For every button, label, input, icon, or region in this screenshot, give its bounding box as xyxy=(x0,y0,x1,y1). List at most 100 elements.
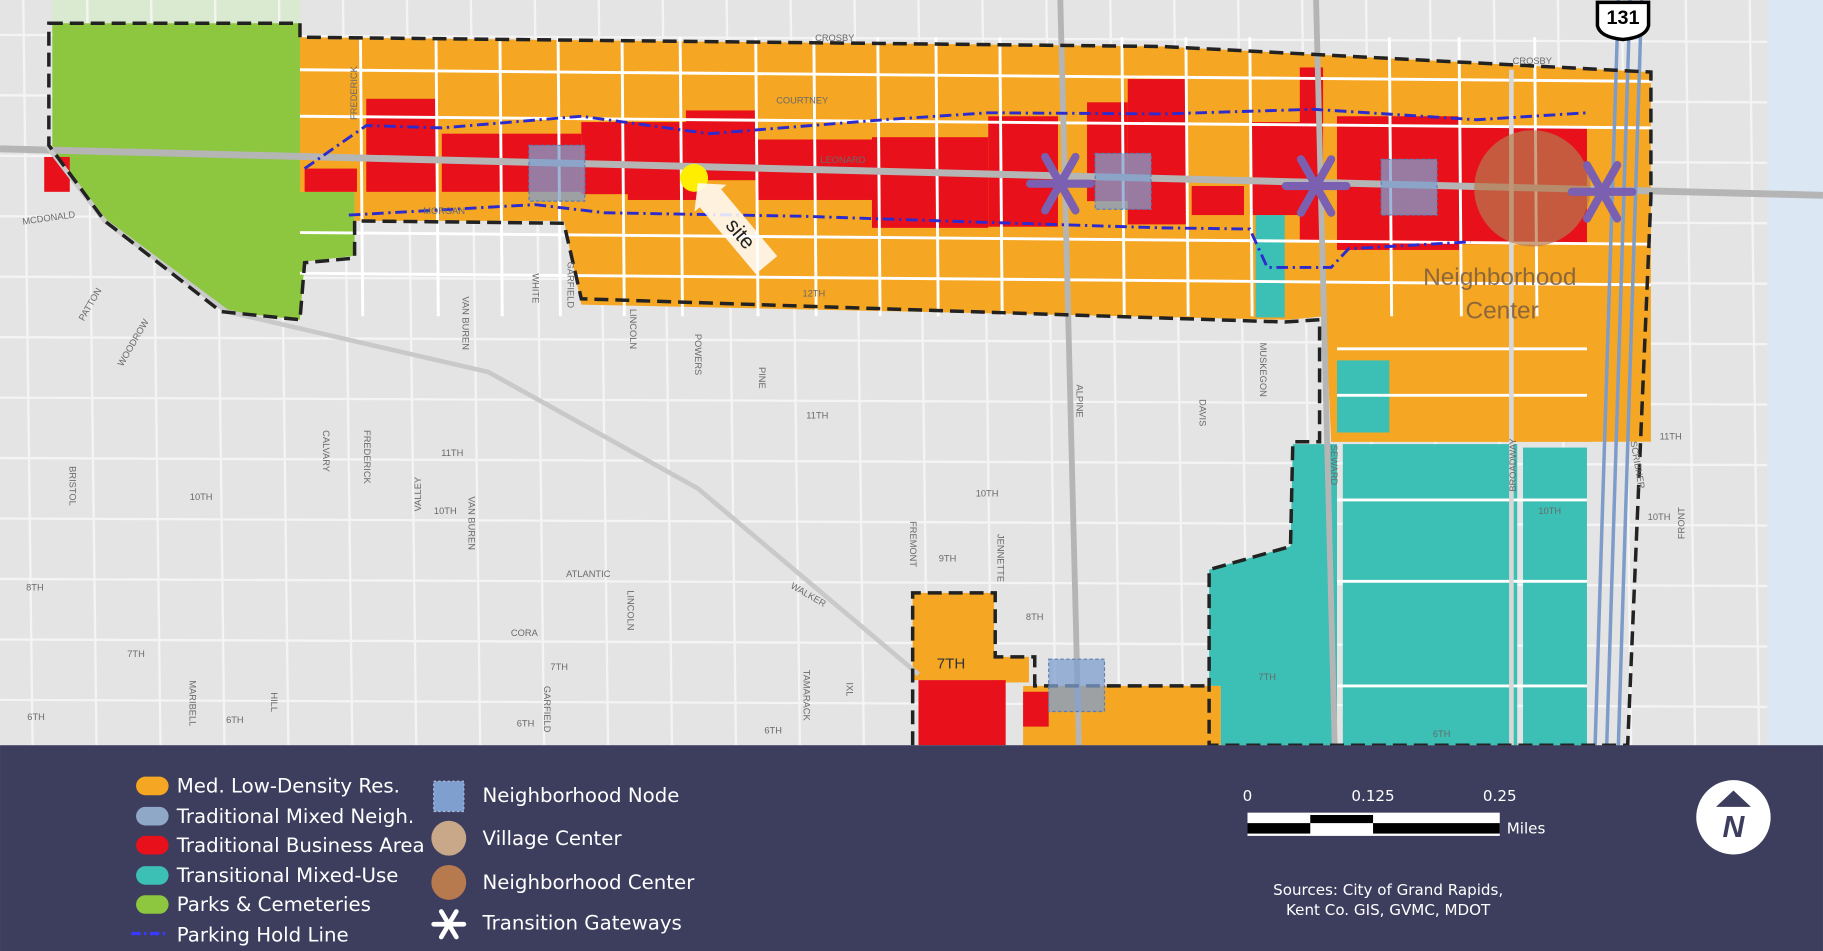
business-zone xyxy=(1191,186,1245,216)
gateways xyxy=(1026,152,1637,223)
street-label: GARFIELD xyxy=(565,262,575,309)
scale-bar-segment xyxy=(1373,823,1500,834)
main-road xyxy=(1313,0,1338,746)
scale-label: 0 xyxy=(1243,787,1253,805)
block-street xyxy=(812,37,818,317)
block-street xyxy=(299,114,1651,130)
street-label: VAN BUREN xyxy=(461,296,471,350)
street-label: ALPINE xyxy=(1074,385,1084,418)
center-label: Neighborhood xyxy=(1423,264,1576,291)
scale-bar xyxy=(1247,812,1500,836)
street-label: BRISTOL xyxy=(68,466,78,506)
highway-lane xyxy=(1593,0,1621,746)
legend-label: Neighborhood Center xyxy=(483,871,696,894)
street-label: WHITE xyxy=(530,273,540,303)
business-zone xyxy=(304,168,357,192)
legend-label: Neighborhood Node xyxy=(483,784,680,807)
scale-unit: Miles xyxy=(1507,819,1546,837)
gateway-stroke xyxy=(1296,155,1336,217)
block-street xyxy=(299,271,1651,287)
study-boundary xyxy=(910,591,1210,746)
street-label: 11TH xyxy=(1660,432,1682,442)
street-label: 7TH xyxy=(550,662,568,672)
block-street xyxy=(934,37,940,317)
north-label: N xyxy=(1723,811,1746,844)
business-zone xyxy=(366,98,436,192)
business-zone xyxy=(44,156,70,192)
business-zone xyxy=(1249,122,1308,216)
street-label: 7TH xyxy=(127,649,145,659)
legend-label: Village Center xyxy=(483,827,623,850)
river xyxy=(1767,0,1823,746)
block-street xyxy=(299,68,1651,83)
street-label: 8TH xyxy=(1026,612,1044,622)
sources: Sources: City of Grand Rapids, xyxy=(1273,881,1503,899)
street-label: CALVARY xyxy=(321,430,331,472)
street-label: COURTNEY xyxy=(776,96,828,106)
legend-swatch xyxy=(433,780,465,813)
transition-gateway xyxy=(1281,155,1351,217)
block-street xyxy=(876,37,882,317)
street-label: 8TH xyxy=(26,583,44,593)
street-label: MORGAN xyxy=(423,206,465,216)
park-edge xyxy=(52,0,300,26)
neighborhood-node xyxy=(1048,658,1106,713)
street-label: GARFIELD xyxy=(542,686,552,733)
legend-swatch xyxy=(431,909,467,940)
legend-swatches xyxy=(131,776,467,940)
block-streets xyxy=(299,37,1651,688)
shield-shape xyxy=(1595,0,1651,42)
legend-swatch xyxy=(136,835,169,855)
gateway-stroke xyxy=(438,909,459,940)
block-street xyxy=(299,231,1651,246)
sources: Kent Co. GIS, GVMC, MDOT xyxy=(1286,901,1491,919)
block-street xyxy=(498,37,504,317)
north-circle xyxy=(1696,780,1771,855)
street-label: 11TH xyxy=(441,448,463,458)
street-label: BROADWAY xyxy=(1508,438,1518,491)
street-label: LEONARD xyxy=(820,155,865,165)
street-label: 9TH xyxy=(939,554,957,564)
street-label: CROSBY xyxy=(815,33,854,43)
legend-label: Parks & Cemeteries xyxy=(177,893,371,916)
legend-label: Transitional Mixed-Use xyxy=(176,864,399,887)
street-label: FREDERICK xyxy=(362,430,372,485)
legend-label: Traditional Mixed Neigh. xyxy=(176,805,414,828)
street-label: 6TH xyxy=(27,712,45,722)
scale-label: 0.25 xyxy=(1483,787,1517,805)
block-street xyxy=(434,37,440,317)
transitional-zone xyxy=(1209,444,1338,746)
business-zone xyxy=(1023,691,1049,727)
legend-swatch xyxy=(136,806,169,826)
parking-hold-line xyxy=(303,107,1588,170)
street-label: PINE xyxy=(757,367,767,389)
scale-label: 0.125 xyxy=(1351,787,1394,805)
legend-label: Med. Low-Density Res. xyxy=(177,775,400,798)
parking-hold-line xyxy=(348,203,1471,269)
street-label: CROSBY xyxy=(1513,56,1552,66)
street xyxy=(1684,0,1697,746)
scale-bar-segment xyxy=(1247,823,1311,834)
gateway-stroke xyxy=(1582,161,1622,223)
street-label: FRONT xyxy=(1677,507,1687,539)
transitional-zones xyxy=(1209,215,1587,746)
transitional-zone xyxy=(1523,447,1587,746)
highway-lane xyxy=(1616,0,1644,746)
street-label: CORA xyxy=(511,628,539,638)
business-zone xyxy=(871,137,989,228)
street-label: 6TH xyxy=(226,715,244,725)
legend-swatch xyxy=(431,864,467,900)
neighborhood-node xyxy=(1380,158,1438,216)
legend-swatch xyxy=(431,820,467,856)
street xyxy=(22,0,34,746)
highway-shield: 131 xyxy=(1595,0,1651,42)
street-label: FREDERICK xyxy=(349,65,359,120)
block-street xyxy=(1248,37,1254,317)
street-label: LINCOLN xyxy=(626,590,636,630)
street-label: DAVIS xyxy=(1198,399,1208,426)
street-label: LINCOLN xyxy=(628,309,638,349)
legend-swatch xyxy=(136,776,169,796)
street-label: 6TH xyxy=(1433,729,1451,739)
street-label-large: 7TH xyxy=(937,655,966,672)
